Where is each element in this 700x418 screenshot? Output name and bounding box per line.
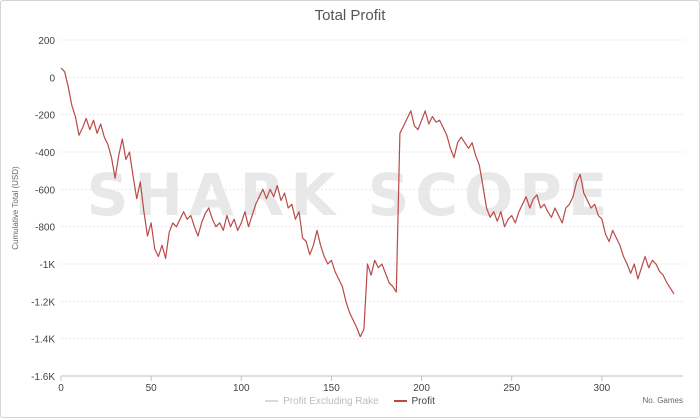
y-tick-label: -1.4K [31,335,55,346]
y-tick-label: -1.6K [31,372,55,383]
sharkscope-watermark: SHARK SCOPE [87,161,614,229]
x-tick-label: 150 [323,383,340,394]
y-tick-label: 200 [38,36,55,47]
y-tick-label: -600 [35,185,55,196]
y-tick-label: 0 [49,73,55,84]
y-tick-label: -800 [35,223,55,234]
chart-title: Total Profit [314,7,386,24]
y-tick-label: -200 [35,111,55,122]
y-tick-label: -400 [35,148,55,159]
x-tick-label: 250 [503,383,520,394]
x-tick-label: 300 [594,383,611,394]
legend-label-profit: Profit [411,396,435,407]
legend-swatch-profit-excl-rake [265,400,279,403]
y-axis-ticks: 200 0 -200 -400 -600 -800 -1K -1.2K -1.4K -1.6K [31,36,55,383]
y-axis-label: Cumulative Total (USD) [11,166,20,250]
legend-item-profit[interactable]: Profit [393,396,435,407]
series-line-1 [60,67,675,338]
legend-swatch-profit [393,400,407,403]
x-axis-ticks: 0 50 100 150 200 250 300 [58,376,611,394]
chart-legend: Profit Excluding Rake Profit [0,396,700,407]
y-tick-label: -1K [39,260,55,271]
legend-item-profit-excl-rake[interactable]: Profit Excluding Rake [265,396,379,407]
x-tick-label: 0 [58,383,64,394]
x-tick-label: 50 [146,383,158,394]
y-tick-label: -1.2K [31,297,55,308]
series-group [60,67,675,338]
x-tick-label: 100 [233,383,250,394]
legend-label-profit-excl-rake: Profit Excluding Rake [283,396,379,407]
x-axis-label: No. Games [643,396,683,405]
x-tick-label: 200 [413,383,430,394]
